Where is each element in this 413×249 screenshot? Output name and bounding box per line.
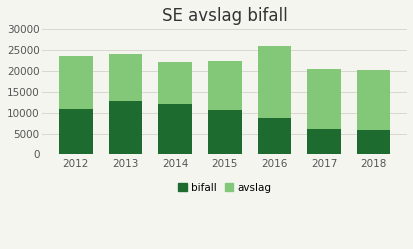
Bar [257,118,291,154]
Bar [158,104,192,154]
Bar [306,129,340,154]
Bar [207,110,241,154]
Bar [257,46,291,118]
Bar [207,61,241,110]
Bar [59,109,93,154]
Legend: bifall, avslag: bifall, avslag [173,179,275,197]
Bar [59,57,93,109]
Bar [356,130,389,154]
Bar [306,69,340,129]
Title: SE avslag bifall: SE avslag bifall [161,7,287,25]
Bar [356,70,389,130]
Bar [158,62,192,104]
Bar [108,102,142,154]
Bar [108,54,142,102]
